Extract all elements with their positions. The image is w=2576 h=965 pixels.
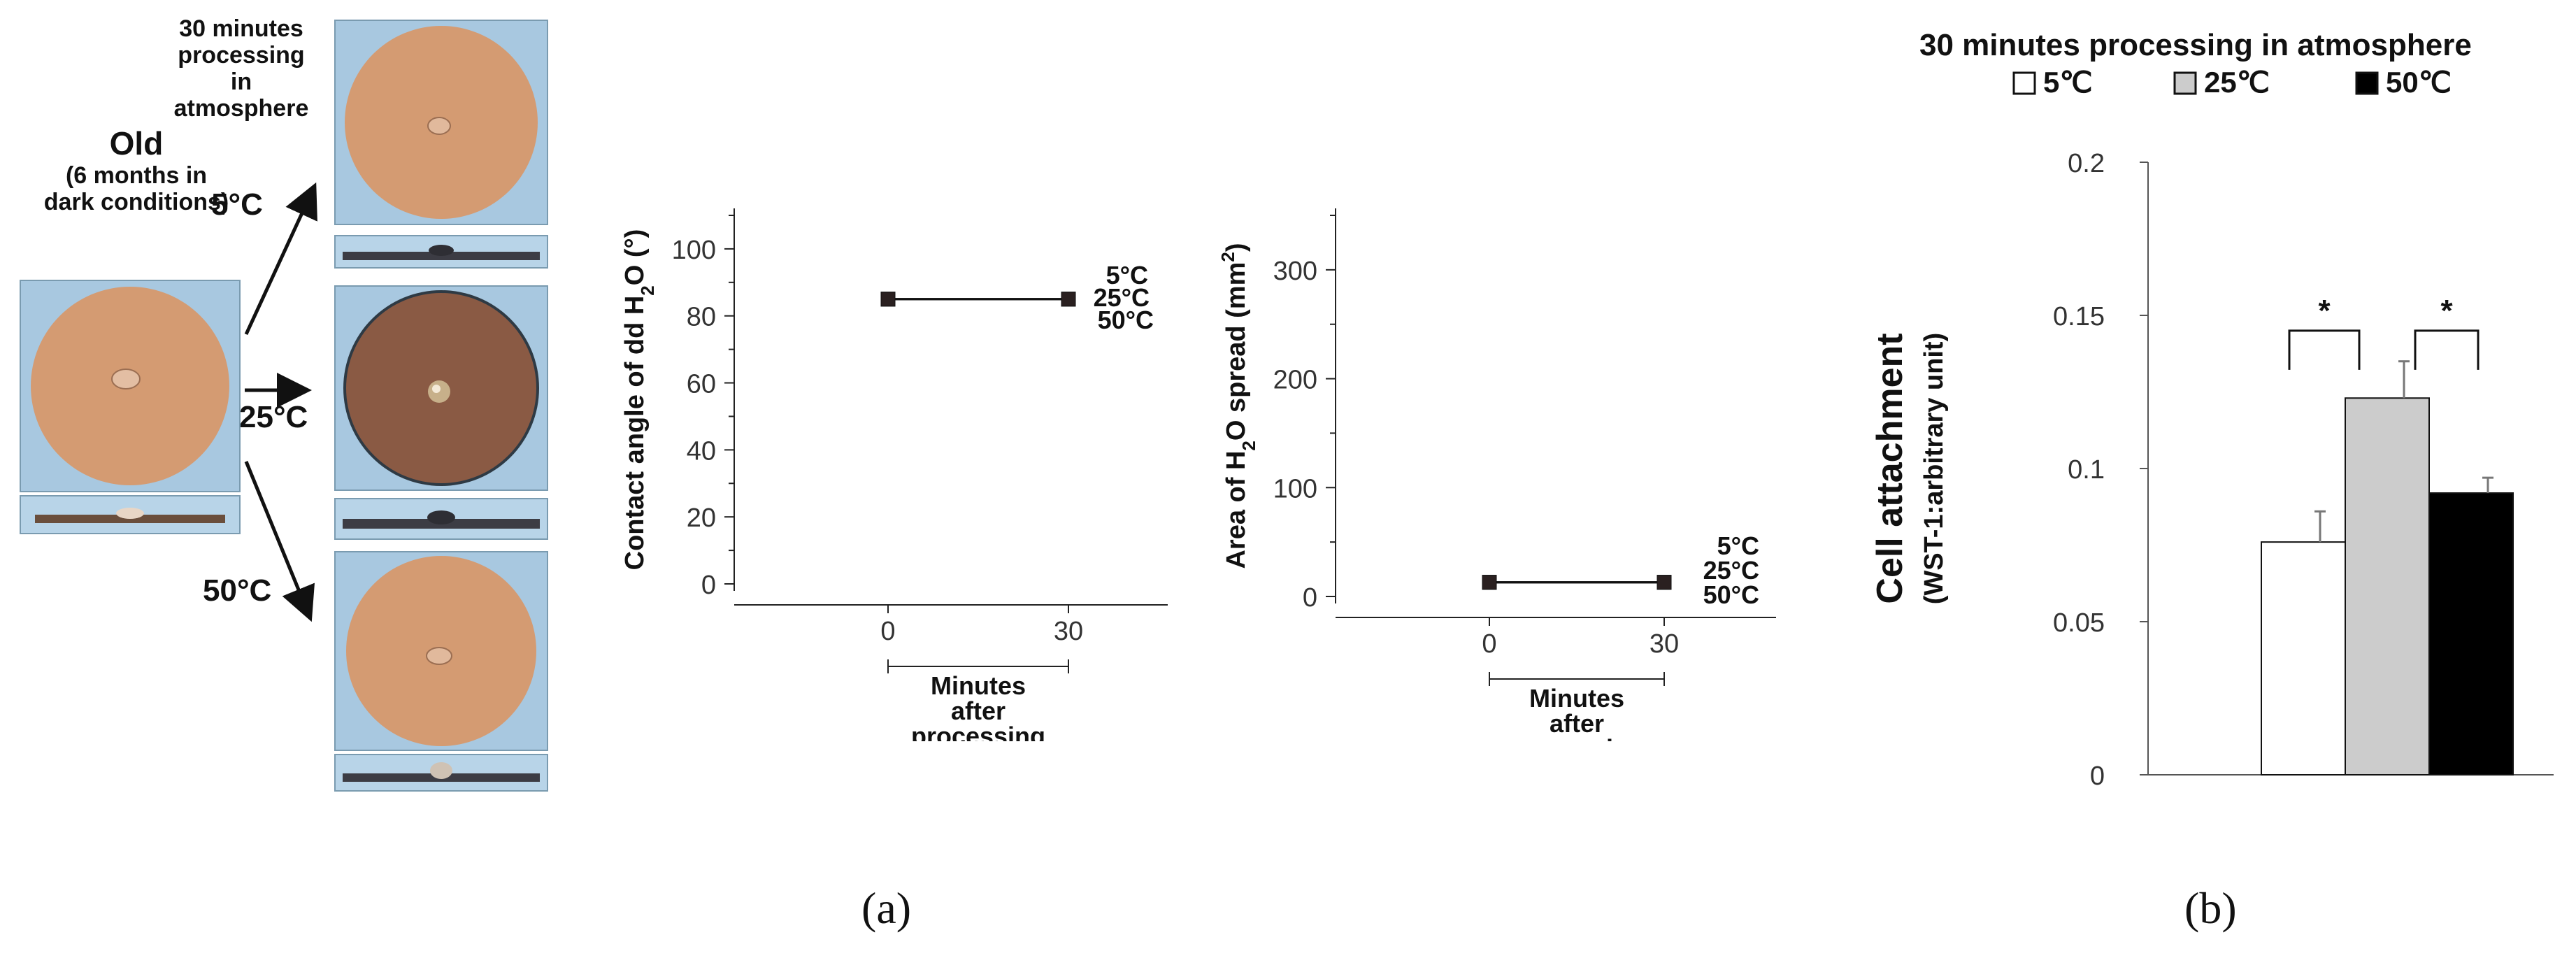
cell-attachment-chart: 0 0.05 0.1 0.15 0.2 * * 5℃ 25℃ 50℃ Cell attachment… <box>1870 66 2554 791</box>
arrow-up <box>244 182 317 336</box>
processing-line-4: atmosphere <box>173 95 309 122</box>
y-axis-label-sub: (WST-1:arbitrary unit) <box>1919 333 1949 604</box>
photo-old <box>20 280 241 492</box>
y-tick-label: 0 <box>1303 583 1317 613</box>
processing-line-2: processing <box>178 42 305 69</box>
x-tick-label: 30 <box>1650 629 1679 659</box>
series-label: 5°C <box>1106 261 1148 290</box>
side-50c <box>334 754 548 792</box>
bar <box>2428 492 2514 775</box>
legend-label: 50℃ <box>2386 66 2452 99</box>
legend-label: 25℃ <box>2204 66 2270 99</box>
data-point <box>1482 575 1497 590</box>
disc-image-50c <box>346 556 536 746</box>
y-axis-label: Area of H2O spread (mm2) <box>1217 243 1259 569</box>
legend-swatch <box>2012 71 2036 95</box>
x-tick-label: 30 <box>1054 617 1083 646</box>
y-tick-label: 0.05 <box>2053 608 2105 638</box>
series-label: 50°C <box>1098 306 1154 334</box>
series-label: 25°C <box>1703 556 1759 585</box>
y-tick-label: 0.2 <box>2068 149 2105 178</box>
x-axis-label: Minutes <box>1529 684 1624 713</box>
processing-line-1: 30 minutes <box>179 15 303 42</box>
legend-swatch <box>2173 71 2197 95</box>
y-tick-label: 100 <box>1273 474 1317 503</box>
x-tick-label: 0 <box>880 617 895 646</box>
panel-b-title: 30 minutes processing in atmosphere <box>1919 28 2472 62</box>
x-axis-label: after <box>951 696 1006 725</box>
y-tick-label: 0.15 <box>2053 302 2105 331</box>
series-label: 25°C <box>1094 283 1150 312</box>
disc-image-5c <box>345 26 538 219</box>
side-25c <box>334 498 548 540</box>
legend-label: 5℃ <box>2043 66 2093 99</box>
disc-image-25c <box>343 290 539 486</box>
x-axis-label: processing <box>1510 734 1644 741</box>
arrows <box>244 182 317 622</box>
x-axis-label: Minutes <box>931 671 1026 700</box>
significance-star: * <box>2440 294 2453 328</box>
panel-b-caption: (b) <box>2184 883 2237 933</box>
photo-25c <box>334 285 548 491</box>
y-tick-label: 200 <box>1273 366 1317 395</box>
data-point <box>1061 292 1076 307</box>
y-tick-label: 0 <box>701 571 716 600</box>
bar <box>2345 397 2430 775</box>
y-tick-label: 40 <box>687 436 716 466</box>
old-label: Old <box>109 125 164 162</box>
y-tick-label: 60 <box>687 370 716 399</box>
data-point <box>1656 575 1672 590</box>
bar <box>2261 541 2346 775</box>
legend-swatch <box>2355 71 2379 95</box>
arrow-down <box>244 461 315 622</box>
x-tick-label: 0 <box>1482 629 1496 659</box>
series-label: 50°C <box>1703 580 1759 609</box>
x-axis-label: after <box>1550 709 1604 738</box>
processing-label-block: 30 minutes processing in atmosphere <box>150 15 332 122</box>
old-sub-line-2: dark conditions) <box>43 188 229 215</box>
y-tick-label: 80 <box>687 303 716 332</box>
disc-image-old <box>31 287 229 485</box>
panel-a-caption: (a) <box>861 883 912 933</box>
processing-line-3: in <box>230 69 252 96</box>
old-label-block: Old (6 months in dark conditions) <box>21 125 252 215</box>
significance-star: * <box>2318 294 2331 328</box>
y-axis-label: Contact angle of dd H2O (°) <box>620 229 658 571</box>
series-label: 5°C <box>1717 531 1759 560</box>
side-5c <box>334 235 548 269</box>
data-point <box>880 292 896 307</box>
temp-5-label: 5°C <box>211 187 263 222</box>
significance-bracket <box>2414 329 2480 370</box>
y-tick-label: 100 <box>672 236 716 265</box>
y-tick-label: 300 <box>1273 257 1317 286</box>
y-tick-label: 20 <box>687 503 716 533</box>
temp-50-label: 50°C <box>203 573 272 608</box>
photo-50c <box>334 551 548 751</box>
significance-bracket <box>2288 329 2361 370</box>
side-old <box>20 495 241 534</box>
y-tick-label: 0.1 <box>2068 455 2105 485</box>
y-tick-label: 0 <box>2090 762 2105 791</box>
old-sub-line-1: (6 months in <box>65 162 208 189</box>
y-axis-label-main: Cell attachment <box>1870 333 1910 603</box>
photo-5c <box>334 20 548 225</box>
x-axis-label: processing <box>911 722 1045 741</box>
